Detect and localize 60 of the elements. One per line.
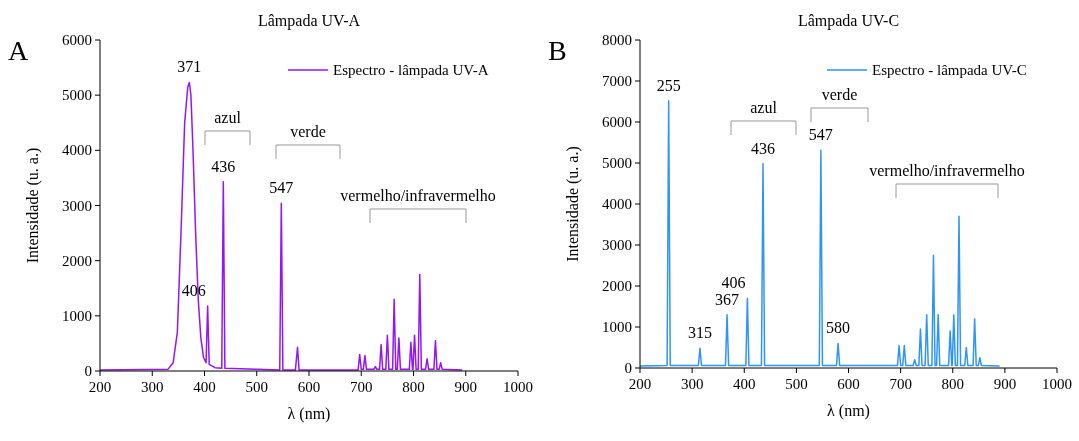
- annotation: 315: [687, 324, 712, 342]
- x-tick-label: 1000: [1042, 376, 1072, 392]
- y-axis-title: Intensidade (u. a.): [564, 146, 582, 262]
- y-tick-label: 3000: [602, 237, 632, 253]
- y-tick-label: 0: [624, 360, 632, 376]
- x-tick-label: 800: [941, 376, 964, 392]
- x-tick-label: 300: [141, 379, 164, 395]
- x-tick-label: 600: [837, 376, 860, 392]
- y-tick-label: 7000: [602, 73, 632, 89]
- x-tick-label: 1000: [503, 379, 533, 395]
- y-tick-label: 6000: [602, 114, 632, 130]
- annotation: 547: [269, 179, 294, 197]
- y-tick-label: 6000: [62, 32, 92, 48]
- annotation: verde: [821, 86, 858, 103]
- annotation: azul: [214, 109, 242, 126]
- y-tick-label: 0: [84, 363, 92, 379]
- annotation: vermelho/infravermelho: [340, 187, 496, 204]
- x-tick-label: 800: [402, 379, 425, 395]
- x-tick-label: 900: [454, 379, 477, 395]
- y-tick-label: 4000: [62, 142, 92, 159]
- annotation: 436: [751, 139, 776, 157]
- x-axis-title: λ (nm): [827, 402, 870, 420]
- y-tick-label: 5000: [62, 87, 92, 104]
- y-tick-label: 1000: [62, 307, 92, 324]
- legend-label: Espectro - lâmpada UV-A: [333, 62, 489, 78]
- x-tick-label: 700: [889, 376, 912, 392]
- chart-title: Lâmpada UV-A: [257, 12, 361, 30]
- x-tick-label: 500: [245, 379, 268, 395]
- y-tick-label: 4000: [602, 196, 632, 212]
- annotation: 580: [826, 319, 851, 337]
- annotation: 406: [721, 274, 746, 292]
- annotation: azul: [750, 99, 778, 116]
- x-tick-label: 400: [193, 379, 216, 395]
- x-tick-label: 300: [680, 376, 704, 392]
- x-tick-label: 900: [993, 376, 1017, 392]
- y-tick-label: 8000: [602, 32, 632, 48]
- y-tick-label: 1000: [602, 319, 632, 335]
- x-tick-label: 400: [733, 376, 756, 392]
- x-tick-label: 600: [297, 379, 321, 395]
- x-tick-label: 200: [628, 376, 652, 392]
- annotation: verde: [290, 123, 326, 140]
- y-tick-label: 5000: [602, 155, 632, 171]
- y-axis-title: Intensidade (u. a.): [24, 147, 42, 264]
- annotation: 255: [656, 76, 681, 94]
- x-tick-label: 500: [785, 376, 808, 392]
- y-tick-label: 3000: [62, 197, 92, 214]
- annotation: vermelho/infravermelho: [869, 162, 1025, 179]
- text: A: [8, 35, 29, 66]
- annotation: 367: [715, 290, 740, 308]
- legend-label: Espectro - lâmpada UV-C: [872, 62, 1027, 78]
- y-tick-label: 2000: [62, 252, 92, 269]
- text: B: [548, 35, 567, 66]
- annotation: 371: [177, 58, 202, 76]
- x-tick-label: 200: [88, 379, 112, 395]
- annotation: 547: [808, 126, 833, 144]
- annotation: 436: [211, 157, 236, 175]
- y-tick-label: 2000: [602, 278, 632, 294]
- x-tick-label: 700: [350, 379, 373, 395]
- chart-title: Lâmpada UV-C: [797, 12, 900, 30]
- x-axis-title: λ (nm): [287, 405, 331, 423]
